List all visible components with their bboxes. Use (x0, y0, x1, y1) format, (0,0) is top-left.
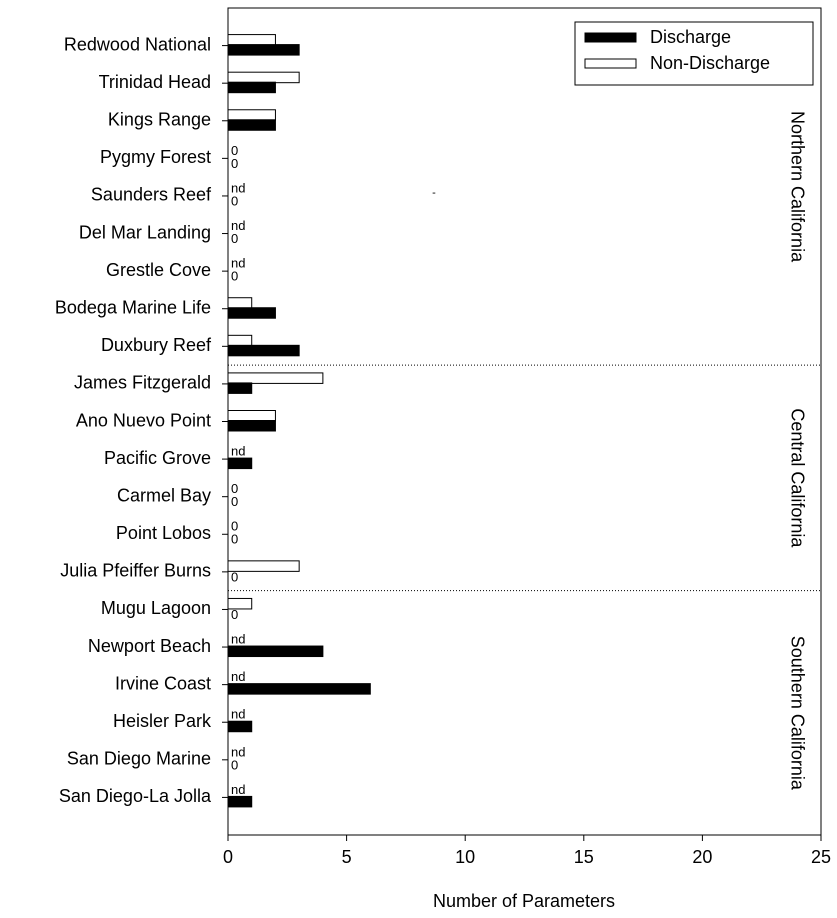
y-tick-label: Pacific Grove (104, 448, 211, 468)
y-tick-label: Point Lobos (116, 523, 211, 543)
value-label: 0 (231, 532, 238, 547)
bar (227, 119, 276, 131)
value-label: 0 (231, 231, 238, 246)
region-label: Northern California (787, 111, 807, 263)
value-label: nd (231, 782, 245, 797)
y-tick-label: Grestle Cove (106, 260, 211, 280)
plot-frame (227, 7, 822, 836)
value-label: nd (231, 444, 245, 459)
x-tick-label: 20 (692, 847, 712, 867)
y-tick-label: Saunders Reef (91, 185, 212, 205)
x-tick-label: 10 (455, 847, 475, 867)
legend-label: Non-Discharge (650, 53, 770, 73)
y-tick-label: Trinidad Head (99, 72, 211, 92)
bar (227, 410, 276, 422)
bar (227, 720, 253, 733)
bar (227, 81, 276, 94)
value-label: nd (231, 180, 245, 195)
x-tick-label: 25 (811, 847, 831, 867)
bar (227, 334, 253, 347)
bar (227, 420, 276, 432)
y-tick-label: Pygmy Forest (100, 147, 211, 167)
bar (227, 683, 371, 695)
value-label: 0 (231, 156, 238, 171)
bar (227, 457, 253, 470)
x-axis-label: Number of Parameters (433, 891, 615, 911)
bar (227, 560, 300, 572)
annotation: - (432, 187, 436, 199)
y-tick-label: Newport Beach (88, 636, 211, 656)
value-label: 0 (231, 757, 238, 772)
bar (227, 34, 276, 46)
bar (227, 795, 253, 808)
bar (227, 307, 276, 319)
y-tick-label: San Diego-La Jolla (59, 786, 212, 806)
bar (227, 597, 253, 610)
value-label: nd (231, 669, 245, 684)
bar (227, 645, 324, 658)
value-label: 0 (231, 494, 238, 509)
y-tick-label: Irvine Coast (115, 673, 211, 693)
value-label: nd (231, 707, 245, 722)
y-tick-label: Redwood National (64, 34, 211, 54)
y-tick-label: Kings Range (108, 110, 211, 130)
y-tick-label: Mugu Lagoon (101, 598, 211, 618)
value-label: 0 (231, 481, 238, 496)
y-tick-label: James Fitzgerald (74, 373, 211, 393)
bar (227, 382, 253, 394)
value-label: 0 (231, 569, 238, 584)
region-label: Southern California (787, 636, 807, 791)
y-tick-label: San Diego Marine (67, 749, 211, 769)
y-tick-label: Del Mar Landing (79, 222, 211, 242)
value-label: 0 (231, 269, 238, 284)
y-tick-label: Carmel Bay (117, 485, 211, 505)
legend-label: Discharge (650, 27, 731, 47)
bar (227, 344, 300, 357)
value-label: nd (231, 218, 245, 233)
x-tick-label: 5 (342, 847, 352, 867)
value-label: nd (231, 256, 245, 271)
x-tick-label: 15 (574, 847, 594, 867)
bar (227, 109, 276, 121)
legend-swatch (584, 32, 637, 43)
value-label: 0 (231, 519, 238, 534)
value-label: 0 (231, 143, 238, 158)
y-tick-label: Heisler Park (113, 711, 212, 731)
y-tick-label: Bodega Marine Life (55, 297, 211, 317)
value-label: nd (231, 631, 245, 646)
y-tick-label: Duxbury Reef (101, 335, 212, 355)
value-label: nd (231, 744, 245, 759)
value-label: 0 (231, 193, 238, 208)
y-tick-label: Ano Nuevo Point (76, 410, 211, 430)
region-label: Central California (787, 408, 807, 548)
y-tick-label: Julia Pfeiffer Burns (60, 561, 211, 581)
bar (227, 71, 300, 84)
bar (227, 297, 253, 309)
legend-swatch (584, 58, 637, 69)
bar (227, 372, 324, 384)
x-tick-label: 0 (223, 847, 233, 867)
value-label: 0 (231, 607, 238, 622)
bar (227, 44, 300, 56)
